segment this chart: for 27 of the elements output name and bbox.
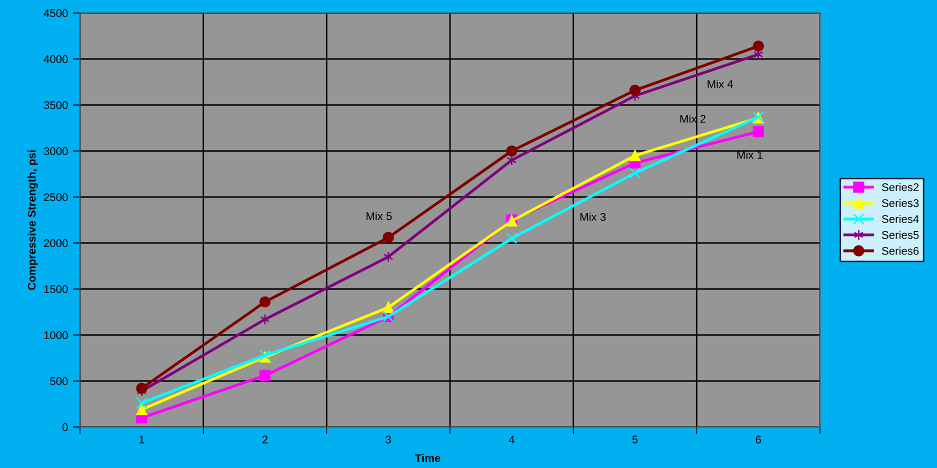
annotation: Mix 4 bbox=[708, 80, 734, 88]
y-tick-label: 3500 bbox=[44, 101, 68, 110]
y-tick-label: 1000 bbox=[44, 331, 68, 340]
y-tick-label: 500 bbox=[50, 377, 68, 386]
legend-label: Series2 bbox=[882, 182, 919, 192]
legend-label: Series5 bbox=[882, 230, 919, 239]
x-tick-label: 4 bbox=[508, 436, 514, 444]
x-tick-label: 6 bbox=[756, 436, 761, 444]
x-tick-label: 1 bbox=[139, 436, 144, 444]
annotation: Mix 3 bbox=[580, 212, 606, 221]
y-tick-label: 1500 bbox=[44, 285, 68, 294]
legend-label: Series4 bbox=[882, 214, 919, 223]
y-tick-label: 4000 bbox=[44, 55, 68, 64]
y-tick-label: 2000 bbox=[44, 239, 68, 248]
y-tick-label: 0 bbox=[62, 423, 68, 432]
y-tick-label: 4500 bbox=[44, 9, 68, 18]
annotation: Mix 2 bbox=[680, 114, 706, 123]
x-tick-label: 2 bbox=[262, 436, 268, 444]
x-axis-title: Time bbox=[415, 454, 440, 462]
annotation: Mix 5 bbox=[366, 212, 392, 220]
y-axis-title: Compressive Strength, psi bbox=[28, 150, 38, 290]
legend-label: Series6 bbox=[882, 246, 919, 255]
y-tick-label: 3000 bbox=[44, 147, 68, 156]
x-tick-label: 3 bbox=[386, 436, 391, 444]
x-tick-label: 5 bbox=[632, 436, 638, 444]
y-tick-label: 2500 bbox=[44, 193, 68, 202]
legend-label: Series3 bbox=[882, 198, 919, 208]
